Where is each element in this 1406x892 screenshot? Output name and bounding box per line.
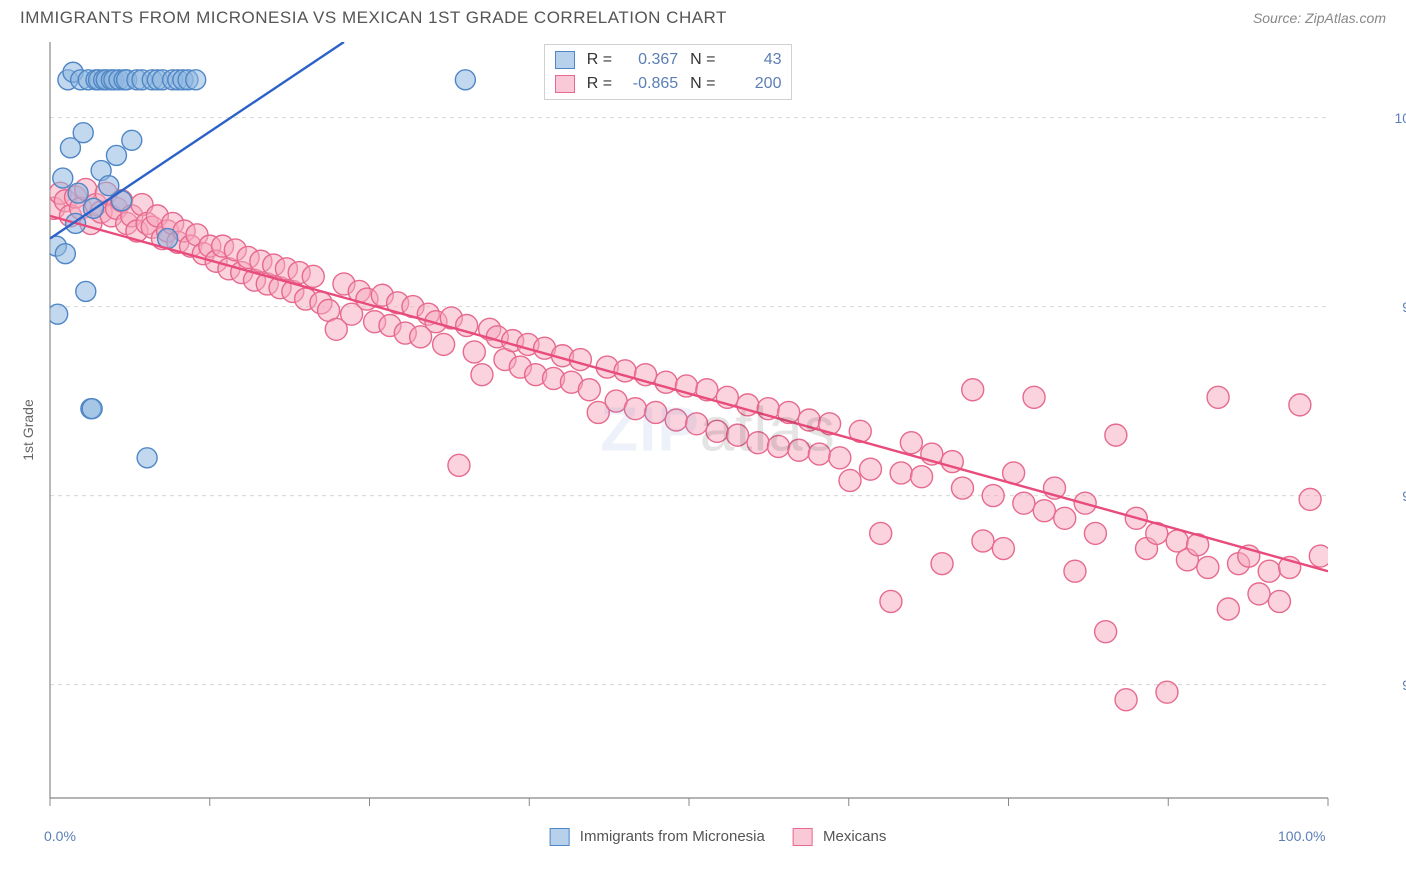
- stats-swatch-pink: [555, 75, 575, 93]
- chart-title: IMMIGRANTS FROM MICRONESIA VS MEXICAN 1S…: [20, 8, 727, 28]
- legend-label-pink: Mexicans: [823, 828, 886, 845]
- stats-n-blue: 43: [727, 51, 781, 69]
- legend-swatch-blue: [550, 828, 570, 846]
- y-tick-label: 100.0%: [1395, 110, 1406, 126]
- stats-r-label: R =: [587, 75, 612, 93]
- legend-swatch-pink: [793, 828, 813, 846]
- legend-item-pink: Mexicans: [793, 828, 887, 846]
- y-tick-label: 92.5%: [1402, 677, 1406, 693]
- legend-label-blue: Immigrants from Micronesia: [580, 828, 765, 845]
- stats-box: R = 0.367 N = 43 R = -0.865 N = 200: [544, 44, 793, 100]
- source-label: Source: ZipAtlas.com: [1253, 10, 1386, 26]
- stats-n-label: N =: [690, 75, 715, 93]
- stats-n-label: N =: [690, 51, 715, 69]
- x-tick-right: 100.0%: [1278, 828, 1325, 844]
- y-axis-label: 1st Grade: [20, 399, 36, 460]
- bottom-legend: Immigrants from Micronesia Mexicans: [550, 828, 887, 846]
- stats-row-pink: R = -0.865 N = 200: [555, 72, 782, 96]
- x-tick-left: 0.0%: [44, 828, 76, 844]
- stats-row-blue: R = 0.367 N = 43: [555, 48, 782, 72]
- chart-area: 1st Grade ZIPatlas R = 0.367 N = 43 R = …: [48, 40, 1388, 820]
- y-tick-label: 97.5%: [1402, 299, 1406, 315]
- stats-n-pink: 200: [727, 75, 781, 93]
- stats-swatch-blue: [555, 51, 575, 69]
- stats-r-blue: 0.367: [624, 51, 678, 69]
- y-tick-label: 95.0%: [1402, 488, 1406, 504]
- scatter-plot: [48, 40, 1388, 820]
- stats-r-label: R =: [587, 51, 612, 69]
- legend-item-blue: Immigrants from Micronesia: [550, 828, 765, 846]
- stats-r-pink: -0.865: [624, 75, 678, 93]
